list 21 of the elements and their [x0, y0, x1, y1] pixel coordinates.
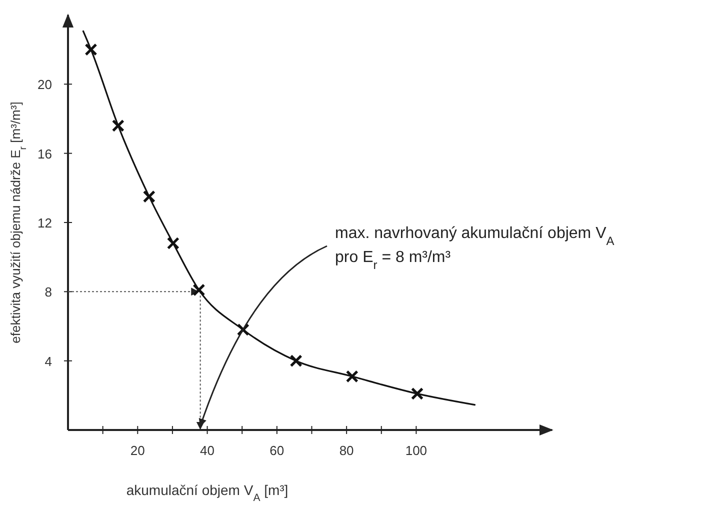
x-tick-label: 20 — [130, 443, 145, 458]
point — [290, 354, 302, 368]
y-tick-label: 12 — [38, 216, 52, 230]
x-axis-title: akumulační objem V$_{A}$ [m³] — [126, 482, 288, 504]
point — [192, 284, 206, 296]
x-tick-label: 100 — [405, 443, 428, 458]
x-tick-label: 80 — [339, 443, 354, 458]
point — [84, 43, 98, 56]
x-tick-label: 40 — [200, 443, 215, 458]
y-tick-label: 4 — [44, 354, 52, 369]
point — [410, 387, 424, 400]
point — [142, 190, 156, 203]
annotation: max. navrhovaný akumulační objem V$_{A}$ — [335, 225, 614, 248]
point — [112, 119, 124, 132]
x-tick-label: 60 — [270, 443, 284, 458]
point — [346, 370, 358, 383]
y-tick-label: 16 — [38, 146, 52, 162]
point — [166, 236, 180, 250]
y-tick-label: 8 — [44, 284, 52, 300]
annotation: pro E$_{r}$ = 8 m³/m³ — [335, 249, 452, 272]
y-tick-label: 20 — [38, 77, 52, 92]
